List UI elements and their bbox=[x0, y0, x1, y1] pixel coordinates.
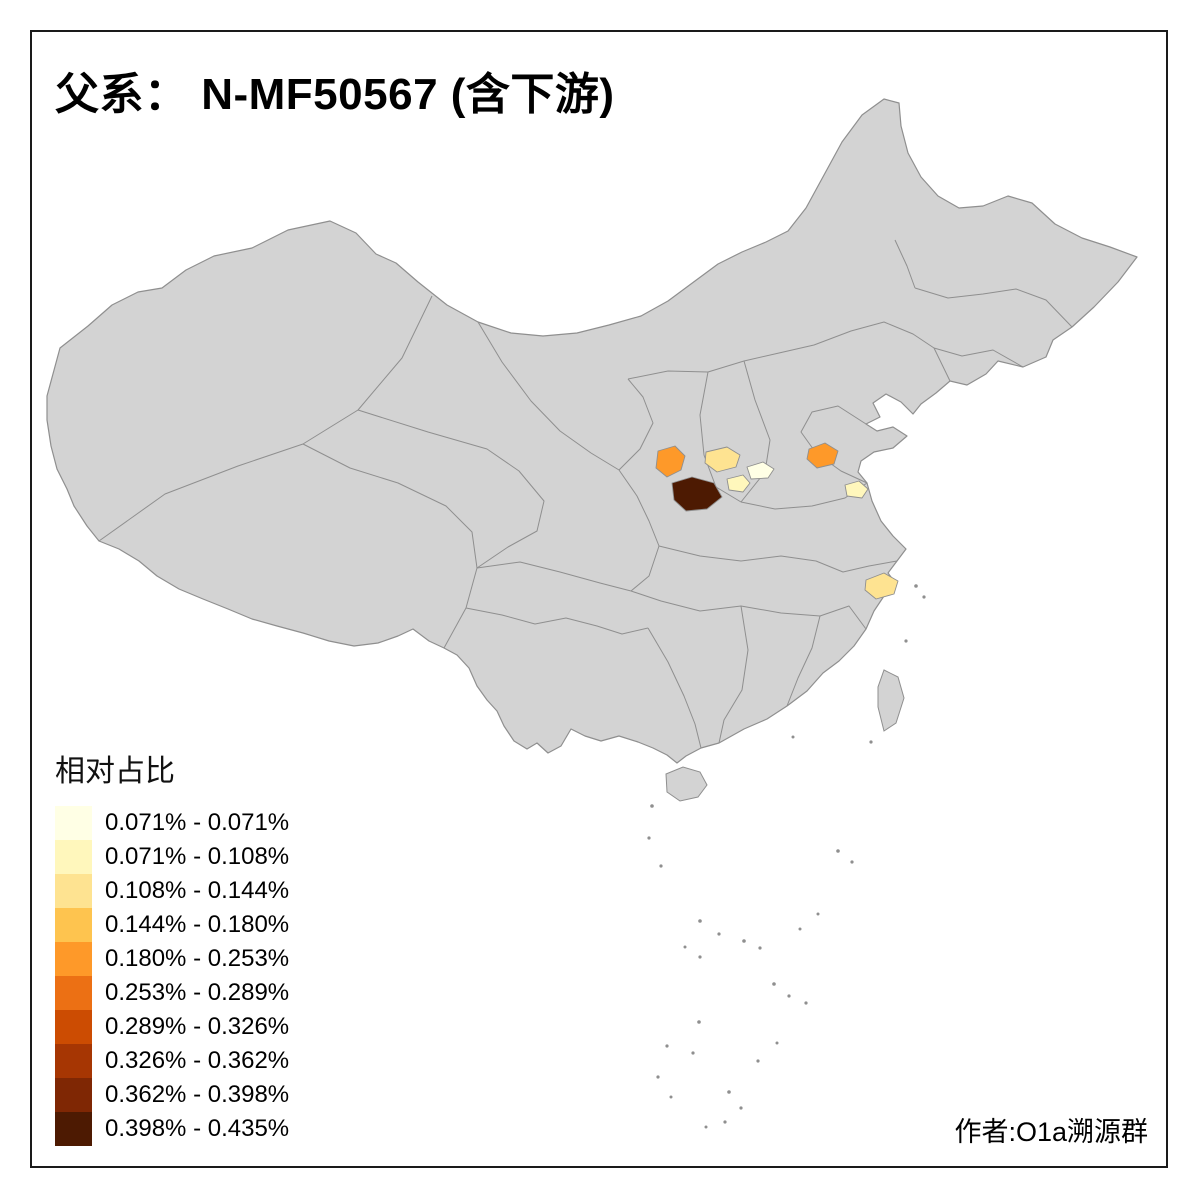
legend-swatch bbox=[55, 942, 92, 976]
mainland-china bbox=[46, 98, 1138, 764]
legend-item: 0.398% - 0.435% bbox=[55, 1112, 289, 1146]
legend-label: 0.398% - 0.435% bbox=[105, 1115, 290, 1142]
legend-items: 0.071% - 0.071% 0.071% - 0.108% 0.108% - 0… bbox=[55, 806, 289, 1146]
highlight-region-6 bbox=[806, 442, 839, 469]
legend-item: 0.071% - 0.108% bbox=[55, 840, 289, 874]
legend-label: 0.071% - 0.071% bbox=[105, 809, 290, 836]
legend-item: 0.362% - 0.398% bbox=[55, 1078, 289, 1112]
legend-label: 0.326% - 0.362% bbox=[105, 1047, 290, 1074]
legend-swatch bbox=[55, 1010, 92, 1044]
hainan-island bbox=[665, 766, 708, 802]
page-title: 父系： N-MF50567 (含下游) bbox=[55, 70, 615, 119]
legend-label: 0.289% - 0.326% bbox=[105, 1013, 290, 1040]
legend-label: 0.253% - 0.289% bbox=[105, 979, 290, 1006]
legend-item: 0.071% - 0.071% bbox=[55, 806, 289, 840]
highlight-region-8 bbox=[864, 572, 899, 600]
taiwan-island bbox=[877, 669, 905, 732]
legend-swatch bbox=[55, 1112, 92, 1146]
legend-label: 0.180% - 0.253% bbox=[105, 945, 290, 972]
author-credit: 作者:O1a溯源群 bbox=[954, 1117, 1148, 1147]
legend-label: 0.362% - 0.398% bbox=[105, 1081, 290, 1108]
legend-item: 0.144% - 0.180% bbox=[55, 908, 289, 942]
legend-swatch bbox=[55, 874, 92, 908]
legend-swatch bbox=[55, 1078, 92, 1112]
highlight-region-5 bbox=[671, 476, 723, 512]
legend-swatch bbox=[55, 806, 92, 840]
legend-item: 0.253% - 0.289% bbox=[55, 976, 289, 1010]
legend-label: 0.144% - 0.180% bbox=[105, 911, 290, 938]
legend: 相对占比 0.071% - 0.071% 0.071% - 0.108% 0.108… bbox=[55, 746, 289, 1146]
legend-item: 0.326% - 0.362% bbox=[55, 1044, 289, 1078]
legend-swatch bbox=[55, 908, 92, 942]
legend-item: 0.180% - 0.253% bbox=[55, 942, 289, 976]
legend-swatch bbox=[55, 840, 92, 874]
highlight-region-2 bbox=[704, 446, 741, 473]
highlight-regions bbox=[655, 442, 899, 600]
highlight-region-1 bbox=[655, 445, 686, 478]
highlight-region-7 bbox=[844, 480, 869, 499]
legend-swatch bbox=[55, 1044, 92, 1078]
highlight-region-3 bbox=[746, 461, 775, 480]
legend-title: 相对占比 bbox=[55, 755, 175, 788]
legend-item: 0.108% - 0.144% bbox=[55, 874, 289, 908]
legend-item: 0.289% - 0.326% bbox=[55, 1010, 289, 1044]
sea-island-dots bbox=[647, 584, 926, 1129]
legend-label: 0.108% - 0.144% bbox=[105, 877, 290, 904]
legend-swatch bbox=[55, 976, 92, 1010]
legend-label: 0.071% - 0.108% bbox=[105, 843, 290, 870]
highlight-region-4 bbox=[726, 474, 751, 493]
